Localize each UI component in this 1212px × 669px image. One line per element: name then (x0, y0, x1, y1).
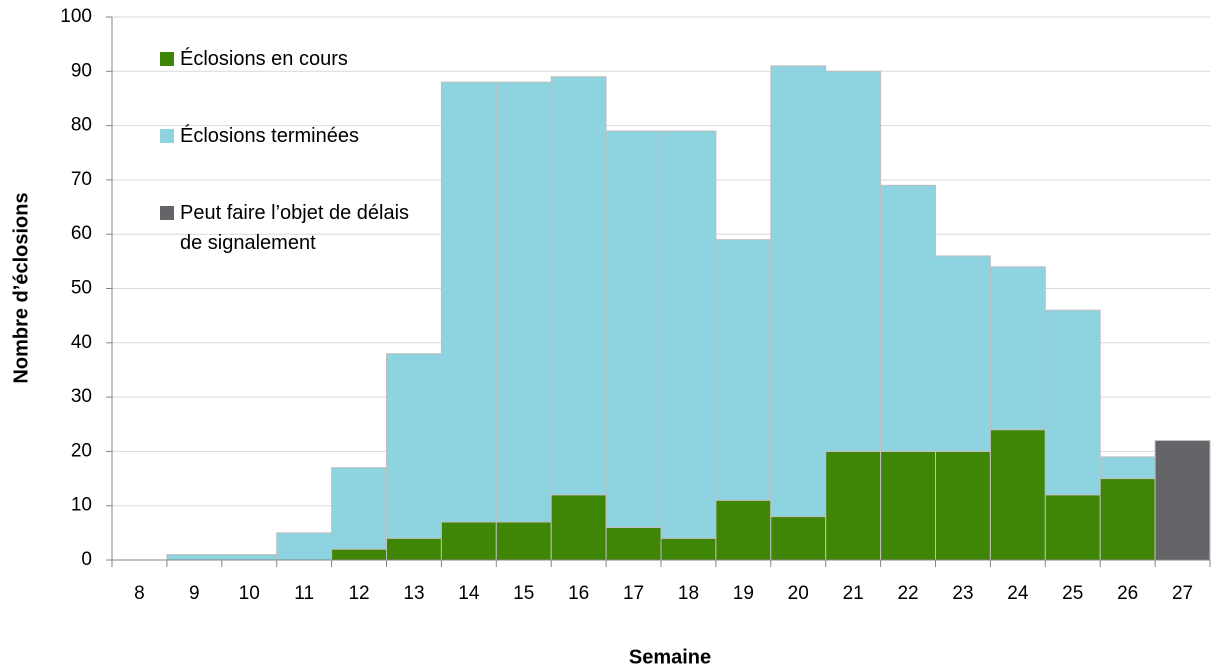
x-tick-label: 11 (294, 583, 314, 604)
x-tick-label: 25 (1062, 583, 1083, 604)
y-tick-label: 50 (71, 278, 92, 299)
x-tick-label: 19 (733, 583, 754, 604)
y-tick-label: 70 (71, 169, 92, 190)
bar-segment (440, 81, 497, 523)
bar-segment (1154, 440, 1211, 561)
bar-segment (440, 521, 497, 561)
legend-label: Éclosions en cours (180, 48, 348, 70)
x-tick-label: 17 (623, 583, 644, 604)
y-tick-label: 0 (81, 549, 92, 570)
bar-segment (935, 255, 991, 452)
x-tick-label: 20 (788, 583, 809, 604)
x-tick-label: 21 (843, 583, 864, 604)
x-tick-label: 23 (952, 583, 973, 604)
bar-segment (386, 353, 442, 539)
bar-segment (660, 130, 717, 539)
bar-segment (770, 516, 827, 561)
y-tick-label: 20 (71, 440, 92, 461)
bar-segment (221, 554, 278, 561)
bar-segment (495, 521, 552, 561)
legend-swatch (160, 129, 174, 143)
bar-segment (1044, 494, 1101, 561)
x-tick-label: 13 (403, 583, 424, 604)
x-tick-label: 15 (513, 583, 534, 604)
bar-segment (825, 70, 882, 452)
bar-segment (550, 76, 607, 496)
bar-segment (550, 494, 607, 561)
y-tick-label: 30 (71, 386, 92, 407)
legend-item: Peut faire l’objet de délais de signalem… (160, 198, 420, 258)
y-tick-label: 40 (71, 332, 92, 353)
bar-segment (1099, 456, 1156, 480)
x-tick-label: 22 (897, 583, 918, 604)
bar-segment (715, 239, 772, 501)
bar-segment (660, 537, 717, 561)
bar-segment (770, 65, 827, 518)
bar-segment (495, 81, 552, 523)
legend-swatch (160, 52, 174, 66)
x-tick-label: 26 (1117, 583, 1138, 604)
bar-segment (605, 526, 662, 561)
y-tick-label: 100 (60, 6, 92, 27)
x-tick-label: 14 (458, 583, 480, 604)
x-tick-label: 27 (1172, 583, 1193, 604)
legend-item: Éclosions terminées (160, 121, 420, 151)
bar-segment (989, 429, 1046, 561)
bar-segment (1044, 309, 1101, 496)
legend-label: Peut faire l’objet de délais de signalem… (180, 202, 410, 254)
bar-segment (880, 184, 936, 452)
x-tick-label: 18 (678, 583, 699, 604)
bar-segment (880, 450, 936, 561)
y-axis-label: Nombre d’éclosions (10, 192, 32, 383)
legend: Éclosions en cours Éclosions terminées Peu… (160, 44, 420, 305)
legend-label: Éclosions terminées (180, 125, 359, 147)
x-axis-label: Semaine (629, 646, 711, 668)
legend-swatch (160, 206, 174, 220)
x-tick-label: 12 (348, 583, 369, 604)
bar-segment (989, 266, 1046, 431)
bar-segment (935, 450, 991, 561)
bar-segment (386, 537, 442, 561)
x-tick-label: 24 (1007, 583, 1029, 604)
y-tick-label: 90 (71, 60, 92, 81)
x-tick-label: 16 (568, 583, 589, 604)
bar-segment (715, 499, 772, 561)
bar-segment (825, 450, 882, 561)
legend-item: Éclosions en cours (160, 44, 420, 74)
y-tick-label: 10 (71, 495, 92, 516)
x-tick-label: 10 (239, 583, 260, 604)
x-tick-label: 9 (189, 583, 200, 604)
y-tick-label: 60 (71, 223, 92, 244)
bar-segment (276, 532, 333, 561)
bar-segment (605, 130, 662, 528)
bar-segment (331, 467, 388, 550)
bar-segment (1099, 478, 1156, 561)
y-tick-label: 80 (71, 115, 92, 136)
x-tick-label: 8 (134, 583, 145, 604)
bar-segment (331, 548, 388, 561)
bar-segment (166, 554, 223, 561)
